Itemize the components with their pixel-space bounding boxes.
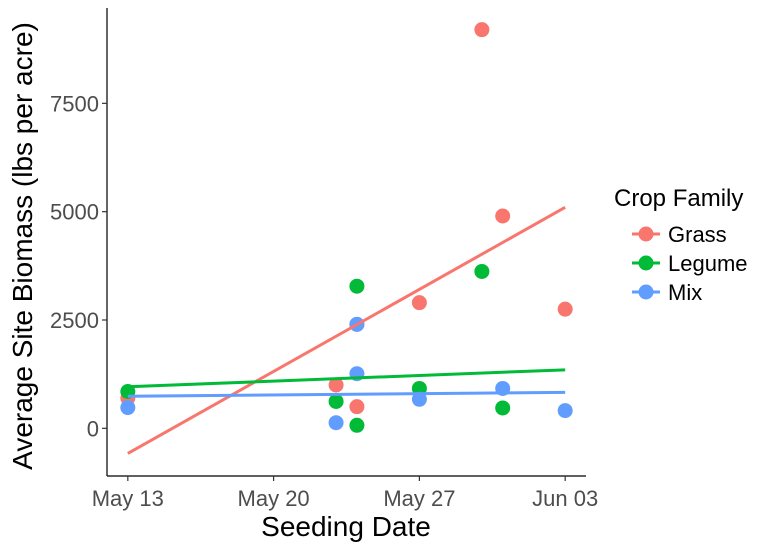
legend-key-point <box>638 255 654 271</box>
data-point <box>474 22 490 38</box>
data-point <box>120 400 136 416</box>
legend-item-mix: Mix <box>632 280 702 305</box>
data-point <box>349 278 365 294</box>
data-point <box>474 263 490 279</box>
data-point <box>328 415 344 431</box>
ticks: 0 2500 5000 7500 May 13 May 20 May 27 Jun 03 <box>50 91 598 511</box>
legend-key-point <box>638 284 654 300</box>
x-tick-label: May 20 <box>238 486 310 511</box>
data-point <box>411 295 427 311</box>
legend-label: Legume <box>668 251 748 276</box>
trend-line-grass <box>127 206 566 455</box>
trend-line-legume <box>127 368 566 389</box>
legend-title: Crop Family <box>614 185 743 212</box>
x-tick-label: May 27 <box>383 486 455 511</box>
axes <box>106 8 586 477</box>
data-point <box>328 377 344 393</box>
y-tick-label: 5000 <box>50 200 99 225</box>
legend-label: Mix <box>668 280 702 305</box>
series-grass <box>120 22 573 415</box>
y-tick-label: 7500 <box>50 91 99 116</box>
data-point <box>495 400 511 416</box>
y-axis-title: Average Site Biomass (lbs per acre) <box>7 22 38 470</box>
legend-label: Grass <box>668 222 727 247</box>
trend-line-mix <box>127 390 566 398</box>
legend-item-legume: Legume <box>632 251 748 276</box>
y-tick-label: 2500 <box>50 308 99 333</box>
x-tick-label: Jun 03 <box>532 486 598 511</box>
legend-items: Grass Legume Mix <box>632 222 748 305</box>
data-point <box>328 393 344 409</box>
data-point <box>411 391 427 407</box>
x-axis-title: Seeding Date <box>261 511 431 542</box>
legend-item-grass: Grass <box>632 222 727 247</box>
data-point <box>349 417 365 433</box>
y-tick-label: 0 <box>87 416 99 441</box>
data-layer <box>120 22 573 455</box>
data-point <box>495 208 511 224</box>
legend: Crop Family Grass Legume Mix <box>614 185 748 305</box>
data-point <box>557 301 573 317</box>
data-point <box>349 399 365 415</box>
x-tick-label: May 13 <box>92 486 164 511</box>
legend-key-point <box>638 226 654 242</box>
data-point <box>557 403 573 419</box>
